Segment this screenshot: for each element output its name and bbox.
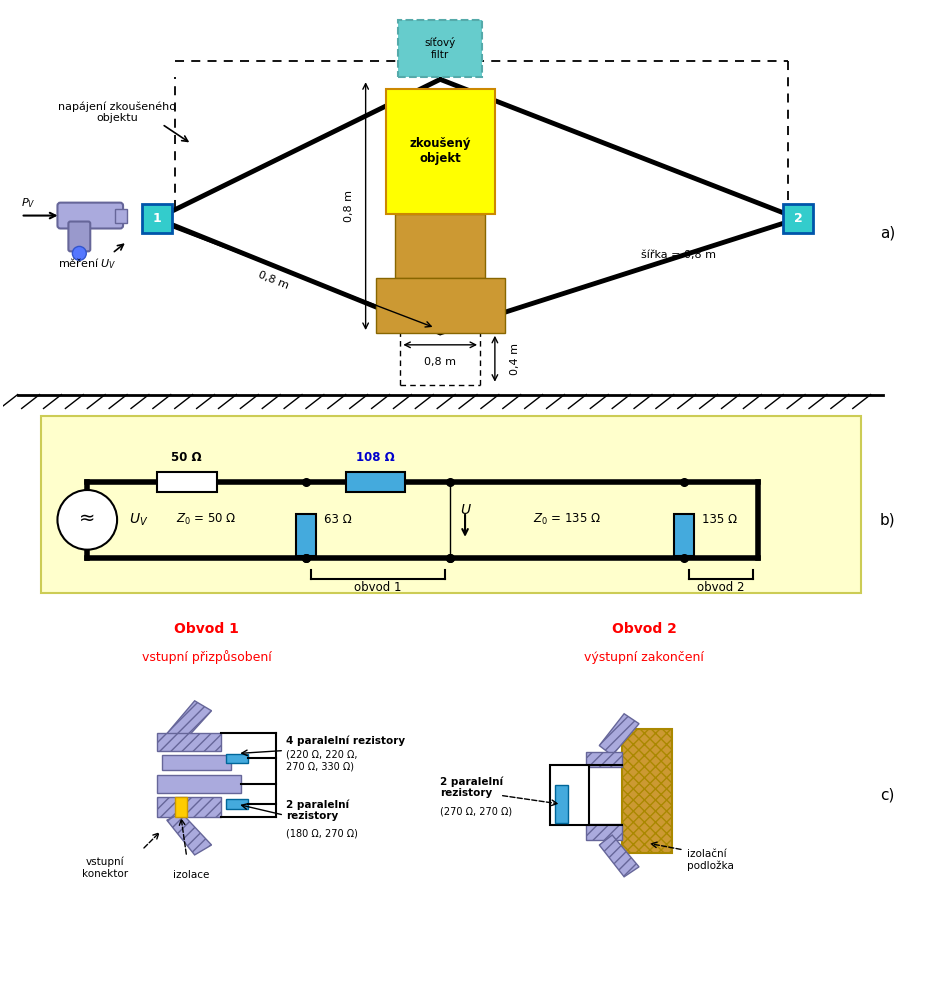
FancyBboxPatch shape bbox=[142, 203, 172, 234]
Text: 50 Ω: 50 Ω bbox=[172, 451, 202, 464]
Text: a): a) bbox=[880, 226, 895, 241]
Text: 4 paralelní rezistory: 4 paralelní rezistory bbox=[286, 736, 405, 746]
Text: 0,4 m: 0,4 m bbox=[510, 343, 520, 375]
Text: b): b) bbox=[880, 513, 895, 527]
FancyBboxPatch shape bbox=[376, 278, 505, 333]
Polygon shape bbox=[599, 714, 639, 755]
Text: (180 Ω, 270 Ω): (180 Ω, 270 Ω) bbox=[286, 828, 358, 838]
Circle shape bbox=[72, 246, 86, 260]
Text: obvod 2: obvod 2 bbox=[698, 581, 745, 594]
Text: výstupní zakončení: výstupní zakončení bbox=[584, 650, 704, 664]
Text: vstupní přizpůsobení: vstupní přizpůsobení bbox=[141, 650, 271, 664]
Text: 0,8 m: 0,8 m bbox=[424, 356, 456, 366]
FancyBboxPatch shape bbox=[157, 733, 221, 750]
Text: 135 Ω: 135 Ω bbox=[701, 514, 736, 526]
Text: $Z_0$ = 50 Ω: $Z_0$ = 50 Ω bbox=[177, 513, 237, 527]
FancyBboxPatch shape bbox=[385, 89, 494, 213]
Text: měření $U_V$: měření $U_V$ bbox=[58, 256, 117, 271]
FancyBboxPatch shape bbox=[586, 824, 623, 840]
Text: (220 Ω, 220 Ω,
270 Ω, 330 Ω): (220 Ω, 220 Ω, 270 Ω, 330 Ω) bbox=[286, 749, 358, 771]
Text: $U_V$: $U_V$ bbox=[129, 512, 148, 528]
Text: 2: 2 bbox=[793, 212, 803, 225]
FancyBboxPatch shape bbox=[623, 729, 672, 853]
Text: šířka = 0,8 m: šířka = 0,8 m bbox=[642, 250, 716, 260]
FancyBboxPatch shape bbox=[399, 20, 482, 78]
FancyBboxPatch shape bbox=[175, 797, 187, 817]
Text: Obvod 2: Obvod 2 bbox=[611, 623, 677, 636]
Text: 0,8 m: 0,8 m bbox=[344, 191, 354, 222]
FancyBboxPatch shape bbox=[41, 416, 861, 593]
Text: vstupní
konektor: vstupní konektor bbox=[83, 857, 128, 879]
Text: 63 Ω: 63 Ω bbox=[324, 514, 352, 526]
FancyBboxPatch shape bbox=[227, 753, 249, 763]
Text: ≈: ≈ bbox=[79, 509, 96, 527]
FancyBboxPatch shape bbox=[586, 751, 623, 767]
FancyBboxPatch shape bbox=[345, 472, 405, 492]
Text: izolační
podložka: izolační podložka bbox=[687, 848, 734, 871]
Text: 2 paralelní
rezistory: 2 paralelní rezistory bbox=[286, 799, 349, 821]
FancyBboxPatch shape bbox=[157, 776, 241, 793]
FancyBboxPatch shape bbox=[68, 222, 90, 251]
Text: c): c) bbox=[881, 788, 895, 802]
FancyBboxPatch shape bbox=[783, 203, 813, 234]
Text: 1: 1 bbox=[153, 212, 161, 225]
FancyBboxPatch shape bbox=[157, 472, 216, 492]
FancyBboxPatch shape bbox=[549, 765, 589, 825]
Text: U: U bbox=[460, 503, 470, 517]
Polygon shape bbox=[167, 813, 212, 855]
FancyBboxPatch shape bbox=[115, 208, 127, 223]
Polygon shape bbox=[599, 835, 639, 877]
Text: $P_V$: $P_V$ bbox=[22, 195, 36, 209]
Text: síťový
filtr: síťový filtr bbox=[424, 37, 456, 60]
FancyBboxPatch shape bbox=[157, 797, 221, 817]
Text: $Z_0$ = 135 Ω: $Z_0$ = 135 Ω bbox=[533, 513, 601, 527]
Text: zkoušený
objekt: zkoušený objekt bbox=[409, 137, 471, 165]
Text: 0,8 m: 0,8 m bbox=[257, 270, 290, 292]
FancyBboxPatch shape bbox=[58, 202, 123, 229]
FancyBboxPatch shape bbox=[554, 786, 568, 823]
FancyBboxPatch shape bbox=[396, 213, 485, 278]
Text: (270 Ω, 270 Ω): (270 Ω, 270 Ω) bbox=[440, 806, 512, 816]
FancyBboxPatch shape bbox=[227, 799, 249, 809]
Text: obvod 1: obvod 1 bbox=[354, 581, 401, 594]
Circle shape bbox=[58, 490, 117, 550]
Text: izolace: izolace bbox=[174, 870, 210, 880]
FancyBboxPatch shape bbox=[674, 514, 694, 556]
Text: 2 paralelní
rezistory: 2 paralelní rezistory bbox=[440, 776, 503, 798]
Text: napájení zkoušeného
objektu: napájení zkoušeného objektu bbox=[58, 101, 177, 123]
Text: Obvod 1: Obvod 1 bbox=[174, 623, 239, 636]
FancyBboxPatch shape bbox=[296, 514, 316, 556]
Text: 108 Ω: 108 Ω bbox=[356, 451, 395, 464]
Polygon shape bbox=[167, 701, 212, 743]
FancyBboxPatch shape bbox=[162, 754, 232, 771]
